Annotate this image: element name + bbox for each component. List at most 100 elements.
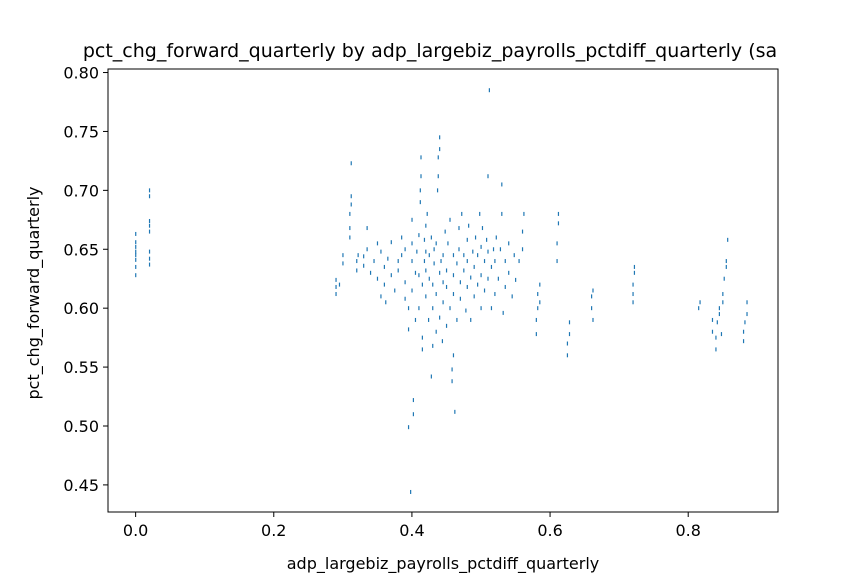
data-point: [430, 374, 432, 379]
data-point: [477, 253, 479, 258]
data-point: [465, 308, 467, 313]
data-point: [342, 253, 344, 258]
data-point: [492, 247, 495, 252]
data-point: [488, 88, 490, 93]
data-point: [502, 310, 504, 315]
data-point: [466, 237, 468, 242]
data-point: [746, 312, 748, 317]
data-point: [742, 339, 745, 344]
data-point: [698, 306, 700, 311]
y-axis-ticks: 0.45 0.50 0.55 0.60 0.65 0.70 0.75 0.80: [63, 64, 108, 495]
data-point: [135, 257, 137, 262]
data-point: [566, 341, 569, 346]
data-point: [418, 273, 420, 278]
data-point: [363, 263, 365, 268]
x-axis-label: adp_largebiz_payrolls_pctdiff_quarterly: [287, 554, 599, 574]
data-point: [439, 270, 441, 275]
data-point: [592, 317, 594, 322]
y-tick-label: 0.65: [63, 240, 99, 259]
data-point: [407, 306, 410, 311]
data-point: [387, 256, 389, 261]
data-point: [390, 240, 392, 245]
data-point: [380, 294, 382, 299]
data-point: [425, 294, 427, 299]
y-tick-label: 0.60: [63, 299, 99, 318]
data-point: [148, 188, 151, 193]
data-point: [442, 300, 444, 305]
data-point: [135, 240, 137, 245]
data-point: [148, 223, 151, 228]
data-point: [397, 268, 399, 273]
data-point: [350, 194, 352, 199]
data-point: [472, 249, 474, 254]
x-tick-label: 0.6: [537, 521, 562, 540]
data-point: [148, 229, 151, 234]
data-point: [487, 276, 489, 281]
data-point: [486, 237, 488, 242]
data-point: [380, 249, 382, 254]
data-point: [727, 237, 729, 242]
data-point: [421, 282, 423, 287]
data-point: [725, 259, 727, 264]
data-point: [148, 218, 151, 223]
data-point: [523, 211, 525, 216]
data-point: [463, 268, 465, 273]
data-point: [349, 235, 351, 240]
data-point: [633, 270, 636, 275]
data-point: [418, 233, 420, 238]
data-point: [539, 282, 541, 287]
chart-title: pct_chg_forward_quarterly by adp_largebi…: [83, 40, 777, 62]
data-point: [746, 300, 748, 305]
data-point: [508, 241, 510, 246]
data-point: [135, 231, 137, 236]
data-point: [357, 253, 359, 258]
data-point: [376, 241, 379, 246]
data-point: [480, 244, 482, 249]
data-point: [501, 211, 503, 216]
data-point: [501, 182, 503, 187]
data-point: [419, 200, 421, 205]
data-point: [591, 294, 593, 299]
data-point: [468, 223, 470, 228]
data-point: [418, 306, 420, 311]
data-point: [497, 276, 499, 281]
data-point: [515, 277, 517, 282]
data-point: [556, 259, 558, 264]
data-point: [135, 264, 137, 269]
data-point: [447, 241, 449, 246]
data-point: [458, 226, 460, 231]
data-point: [135, 249, 137, 254]
data-point: [435, 292, 437, 297]
data-point: [568, 332, 571, 337]
data-point: [452, 273, 455, 278]
data-point: [716, 320, 718, 325]
data-point: [419, 188, 421, 193]
data-point: [420, 155, 422, 160]
data-point: [480, 273, 482, 278]
data-point: [432, 282, 434, 287]
data-point: [369, 270, 372, 275]
y-tick-label: 0.55: [63, 358, 99, 377]
data-point: [356, 268, 358, 273]
data-point: [335, 284, 337, 289]
y-tick-label: 0.75: [63, 122, 99, 141]
x-tick-label: 0.4: [399, 521, 424, 540]
data-point: [425, 249, 427, 254]
data-point: [718, 306, 720, 311]
data-point: [410, 489, 412, 494]
data-point: [366, 247, 368, 252]
data-point: [148, 194, 151, 199]
plot-marks: [135, 88, 748, 494]
data-point: [135, 244, 137, 249]
data-point: [335, 292, 337, 297]
data-point: [432, 306, 434, 311]
data-point: [435, 329, 437, 334]
data-point: [461, 211, 463, 216]
data-point: [535, 332, 537, 337]
data-point: [383, 282, 385, 287]
data-point: [566, 353, 569, 358]
data-point: [349, 226, 351, 231]
data-point: [401, 235, 403, 240]
data-point: [404, 280, 406, 285]
data-point: [412, 412, 414, 417]
